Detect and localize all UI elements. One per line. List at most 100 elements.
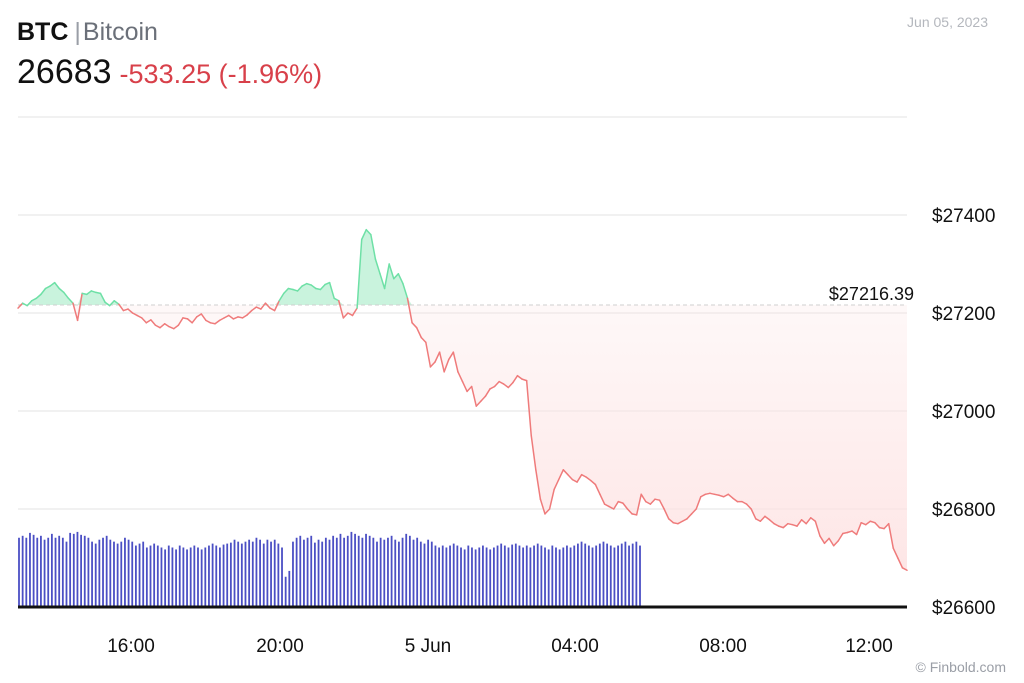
volume-bar [511,544,514,606]
price-line-segment [576,473,583,483]
price-line-segment [640,493,647,503]
volume-bar [482,545,484,606]
price-line-segment [704,492,711,496]
volume-bar [197,547,199,606]
price-line-segment [342,312,349,319]
volume-bar [551,545,554,606]
price-line-segment [631,513,638,516]
volume-bar [244,541,247,606]
volume-bar [208,545,210,606]
price-line-segment [745,503,752,510]
price-line-segment [448,351,455,361]
volume-bar [229,542,232,607]
volume-bar [569,547,572,606]
volume-bar [306,537,309,606]
volume-bar [102,537,104,606]
price-line-segment [750,508,757,520]
price-line-segment [90,290,97,294]
price-line-segment [425,341,432,368]
title-separator: | [74,18,81,46]
price-line-segment [26,300,33,307]
y-tick-label: $26800 [932,500,995,521]
price-line-segment [512,374,519,384]
price-line-segment [677,520,684,525]
price-line-segment [635,493,642,516]
price-line-segment [278,292,285,302]
volume-bar [167,545,170,606]
price-line-segment [393,273,400,280]
price-line-segment [608,505,615,510]
price-line-segment [379,273,386,290]
volume-bar [145,547,148,606]
volume-bar [324,537,327,606]
price-line-segment [594,483,601,496]
volume-bar [270,541,272,606]
volume-bar [153,543,156,606]
price-line-segment [887,522,894,549]
volume-bar [631,543,634,606]
volume-bar [186,549,188,606]
volume-bar [529,547,532,606]
price-line-segment [507,381,514,389]
price-line-segment [883,522,890,530]
volume-bar [463,549,466,606]
price-line-segment [800,519,807,525]
price-line-segment [104,301,111,307]
volume-bar [175,549,177,606]
price-line-segment [823,537,830,545]
price-line-segment [223,314,230,319]
volume-bar [124,537,126,606]
price-line-segment [489,385,496,390]
volume-bar [313,542,316,607]
volume-bar [547,549,550,606]
price-line-segment [21,302,28,307]
volume-bar [357,535,360,606]
volume-bar [514,543,517,606]
price-line-segment [49,281,56,287]
price-line-segment [347,312,354,317]
volume-bar [379,537,382,606]
volume-bar [434,545,437,606]
price-line-segment [150,319,157,326]
x-tick-label: 5 Jun [405,636,451,657]
price-line-segment [732,497,739,503]
volume-bar [317,539,320,606]
volume-bar [617,545,619,606]
volume-bar [80,534,82,606]
price-line-segment [530,434,537,471]
volume-bar [32,534,35,606]
price-line-segment [672,521,679,525]
price-line-segment [810,517,817,522]
volume-bar [522,547,525,606]
price-line-segment [360,228,368,241]
price-line-segment [328,281,335,300]
volume-bar [544,547,546,606]
price-line-segment [182,317,189,320]
volume-bar [142,541,145,606]
volume-bar [36,537,39,606]
price-line-segment [805,517,812,525]
y-tick-label: $27200 [932,304,995,325]
volume-bar [602,541,605,606]
volume-bar [591,547,594,606]
price-line-segment [686,513,693,520]
price-line-segment [713,493,720,497]
price-line-segment [283,287,290,295]
volume-bar [25,537,28,606]
volume-bar [171,547,174,606]
volume-bar [50,533,53,606]
price-line-segment [163,323,170,328]
volume-bar [606,543,609,606]
price-line-segment [622,502,629,510]
price-line-segment [264,302,271,309]
volume-bar [489,549,492,606]
price-line-segment [502,383,510,389]
price-line-segment [85,290,93,296]
volume-bar [120,541,123,606]
volume-bar [222,544,225,606]
price-line-segment [539,498,546,515]
volume-bar [460,547,462,606]
price-line-segment [333,297,340,302]
price-line-segment [846,530,853,534]
